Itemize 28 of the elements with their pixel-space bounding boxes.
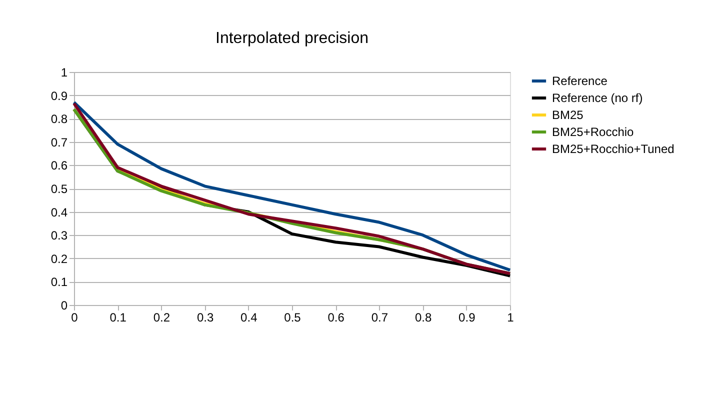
legend-label: BM25+Rocchio+Tuned xyxy=(552,142,674,156)
x-tick-label: 0.2 xyxy=(153,310,170,324)
y-tick-label: 0.7 xyxy=(50,135,68,150)
x-tick-label: 0.4 xyxy=(240,310,258,324)
chart-title: Interpolated precision xyxy=(216,30,368,47)
x-tick-label: 0.5 xyxy=(284,310,302,324)
legend-label: Reference xyxy=(552,74,608,88)
y-tick-label: 1 xyxy=(60,66,68,80)
y-tick-label: 0.6 xyxy=(50,158,68,173)
x-tick-label: 0.9 xyxy=(458,310,476,324)
x-tick-label: 0.3 xyxy=(196,310,214,324)
y-tick-label: 0.4 xyxy=(50,205,68,220)
legend-label: BM25+Rocchio xyxy=(552,125,634,139)
y-tick-label: 0.3 xyxy=(50,228,68,243)
x-tick-label: 0.1 xyxy=(110,310,127,324)
legend-label: Reference (no rf) xyxy=(552,91,643,105)
x-tick-label: 0.8 xyxy=(414,310,432,324)
y-tick-label: 0.1 xyxy=(50,275,68,290)
y-tick-label: 0 xyxy=(60,298,68,312)
y-tick-label: 0.8 xyxy=(50,112,68,126)
y-tick-label: 0.5 xyxy=(50,182,68,196)
y-tick-label: 0.9 xyxy=(50,88,68,103)
legend-label: BM25 xyxy=(552,108,584,122)
x-tick-label: 0 xyxy=(71,310,78,324)
x-tick-label: 0.7 xyxy=(371,310,388,324)
x-tick-label: 1 xyxy=(507,310,514,324)
x-tick-label: 0.6 xyxy=(328,310,345,324)
y-tick-label: 0.2 xyxy=(50,252,68,266)
